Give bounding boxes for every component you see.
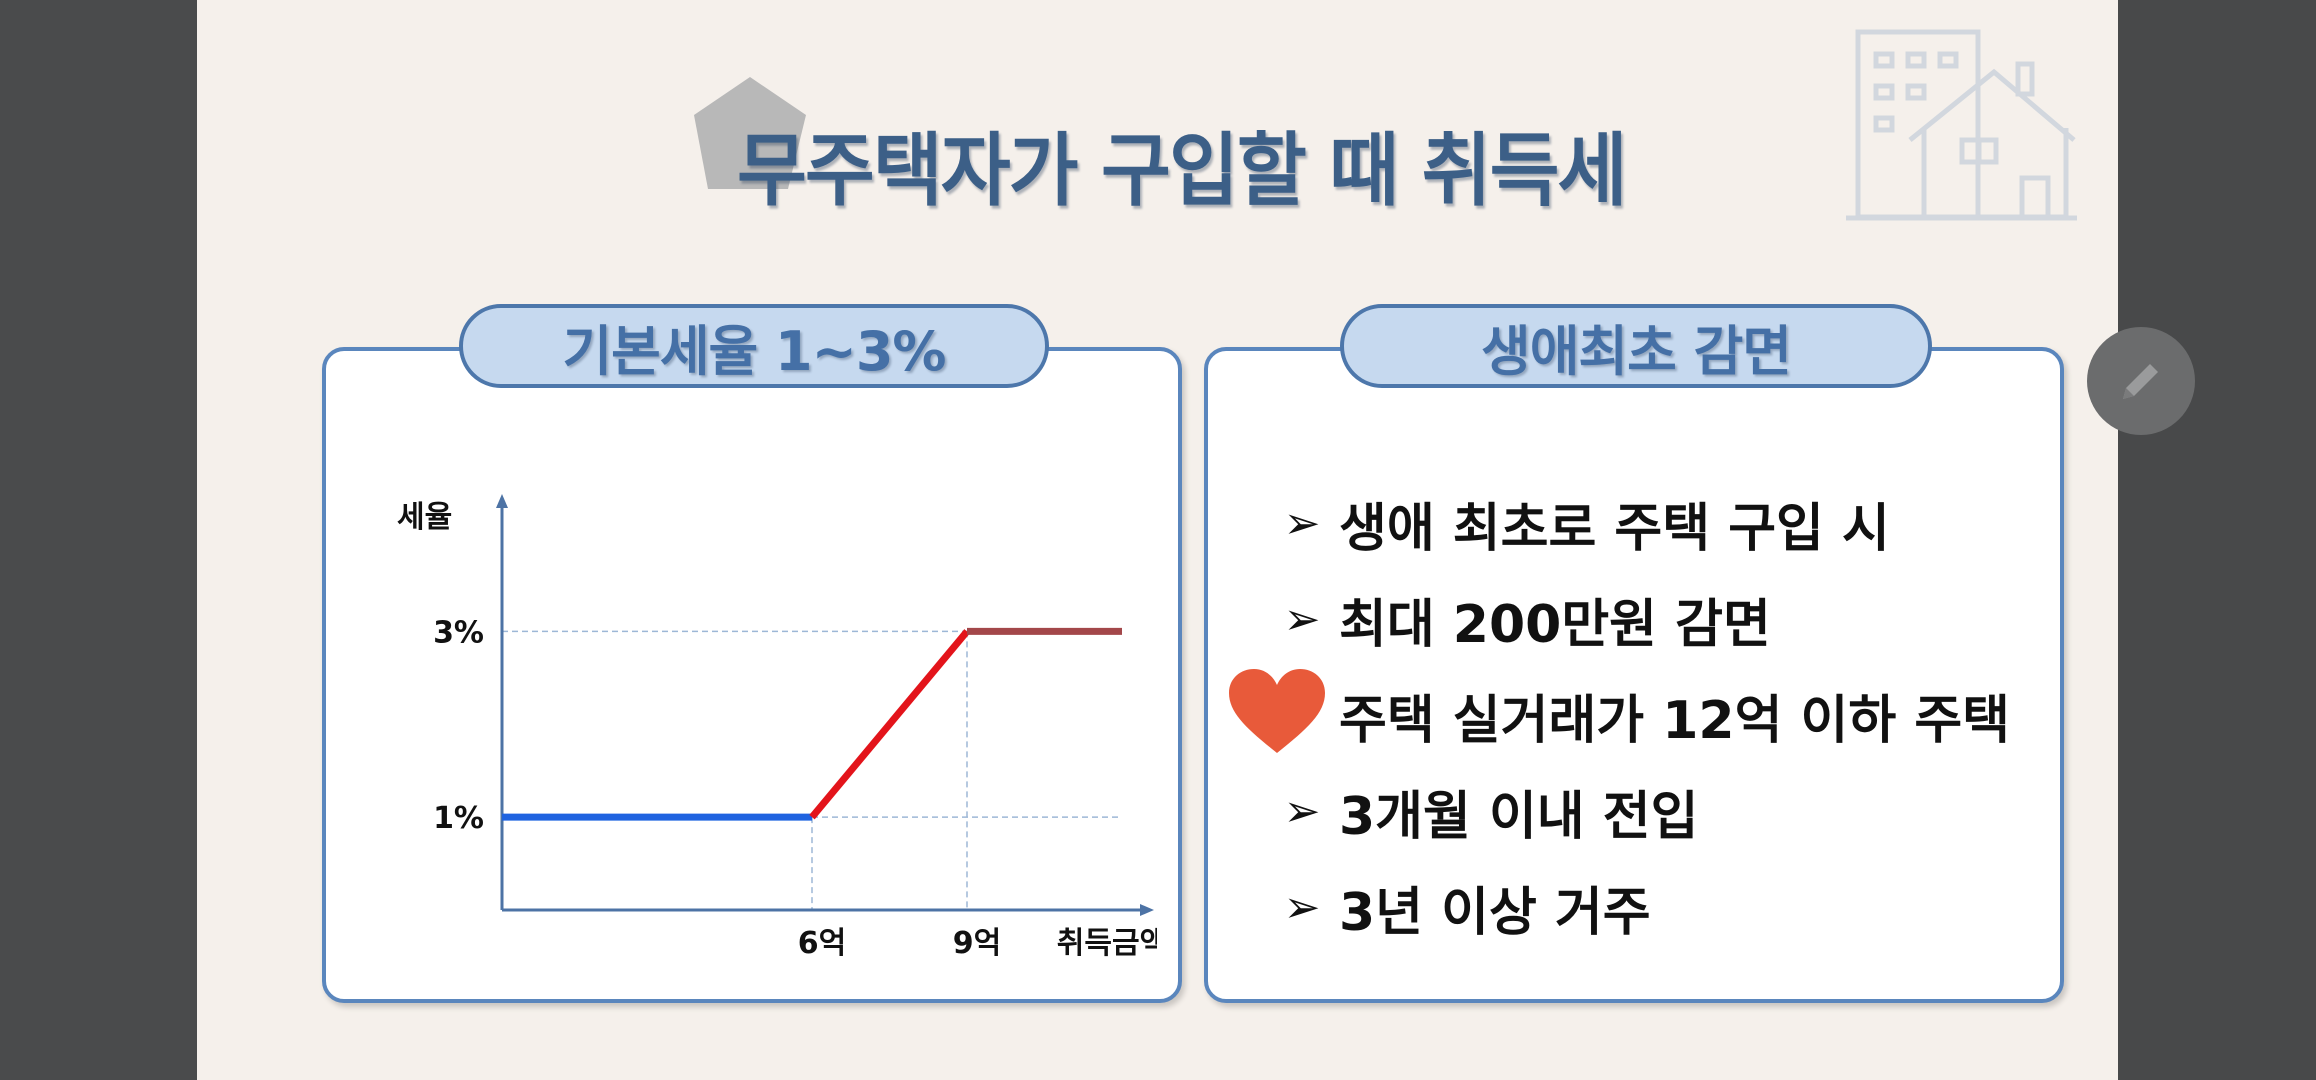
heart-icon	[1229, 669, 1325, 753]
left-bezel	[0, 0, 197, 1080]
y-axis-label: 세율	[397, 500, 452, 535]
pen-edit-button[interactable]	[2087, 327, 2195, 435]
list-item: 주택 실거래가 12억 이하 주택	[1229, 667, 2037, 763]
first-time-reduction-header: 생애최초 감면	[1340, 304, 1932, 388]
reduction-list: ➢ 생애 최초로 주택 구입 시 ➢ 최대 200만원 감면 주택 실거래가 1…	[1229, 475, 2037, 955]
building-house-icon	[1846, 29, 2077, 221]
list-item: ➢ 생애 최초로 주택 구입 시	[1277, 475, 2037, 571]
list-item: ➢ 최대 200만원 감면	[1277, 571, 2037, 667]
list-item-text: 생애 최초로 주택 구입 시	[1339, 498, 1890, 559]
x-axis-arrow	[1140, 904, 1154, 916]
right-bezel	[2118, 0, 2316, 1080]
arrow-bullet-icon: ➢	[1283, 881, 1321, 933]
x-tick-label: 6억	[798, 926, 846, 961]
pen-icon	[2123, 364, 2158, 399]
list-item-text: 주택 실거래가 12억 이하 주택	[1339, 690, 2011, 751]
x-tick-label: 9억	[953, 926, 1001, 961]
basic-rate-header: 기본세율 1~3%	[459, 304, 1049, 388]
chart-guides	[502, 630, 1122, 910]
basic-rate-panel	[322, 347, 1182, 1003]
x-axis-label: 취득금액	[1057, 926, 1157, 961]
tax-rate-chart: 1% 3% 6억 9억 세율 취득금액	[397, 494, 1157, 961]
series-line	[809, 629, 970, 820]
arrow-bullet-icon: ➢	[1283, 497, 1321, 549]
pentagon-decoration-icon	[694, 77, 806, 189]
list-item: ➢ 3개월 이내 전입	[1277, 763, 2037, 859]
list-item-text: 3년 이상 거주	[1339, 882, 1651, 943]
y-axis-arrow	[496, 494, 508, 508]
list-item-text: 3개월 이내 전입	[1339, 786, 1699, 847]
presentation-slide: 무주택자가 구입할 때 취득세 기본세율 1~3% 생애최초 감면 1% 3% 6억…	[197, 0, 2118, 1080]
list-item: ➢ 3년 이상 거주	[1277, 859, 2037, 955]
chart-axes: 1% 3% 6억 9억	[433, 494, 1154, 961]
chart-series	[502, 627, 1122, 821]
y-tick-label: 3%	[433, 615, 484, 650]
slide-title: 무주택자가 구입할 때 취득세	[737, 123, 1627, 217]
y-tick-label: 1%	[433, 801, 484, 836]
list-item-text: 최대 200만원 감면	[1339, 594, 1771, 655]
arrow-bullet-icon: ➢	[1283, 785, 1321, 837]
arrow-bullet-icon: ➢	[1283, 593, 1321, 645]
